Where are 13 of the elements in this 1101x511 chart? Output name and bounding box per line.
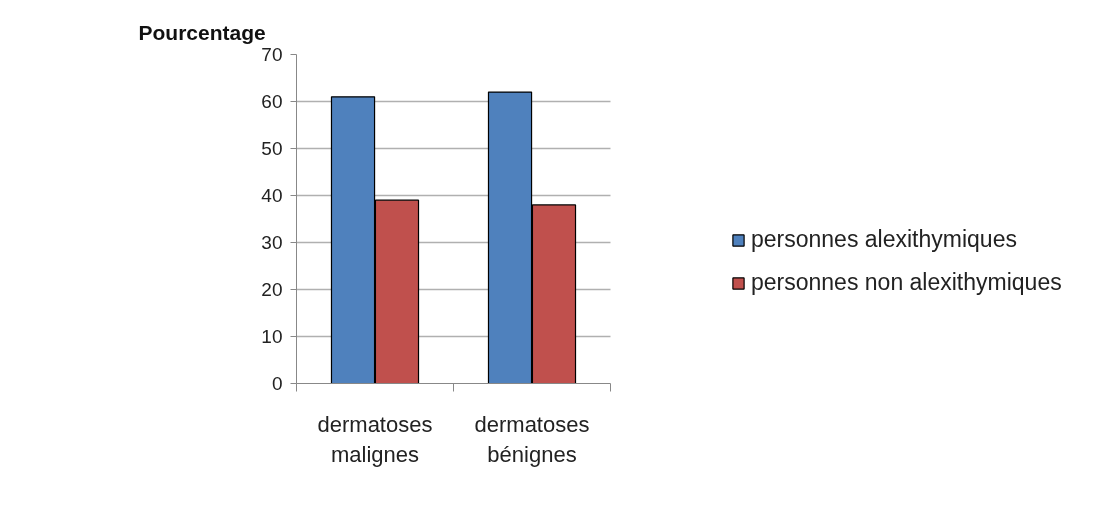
y-tick-label: 10 (261, 326, 283, 347)
legend-label: personnes alexithymiques (751, 226, 1017, 253)
y-tick-label: 0 (271, 373, 283, 394)
y-tick-label: 70 (261, 44, 283, 65)
y-tick-label: 30 (261, 232, 283, 253)
y-axis-title: Pourcentage (138, 20, 266, 44)
y-tick-label: 50 (261, 138, 283, 159)
x-tick-label: dermatoses malignes (317, 411, 433, 467)
y-tick-label: 20 (261, 279, 283, 300)
y-tick-label: 60 (261, 91, 283, 112)
y-tick-label: 40 (261, 185, 283, 206)
x-tick-label: dermatoses bénignes (474, 411, 590, 467)
legend-label: personnes non alexithymiques (751, 269, 1062, 296)
